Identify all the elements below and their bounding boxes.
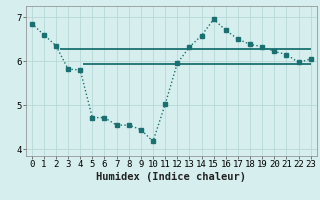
X-axis label: Humidex (Indice chaleur): Humidex (Indice chaleur) — [96, 172, 246, 182]
